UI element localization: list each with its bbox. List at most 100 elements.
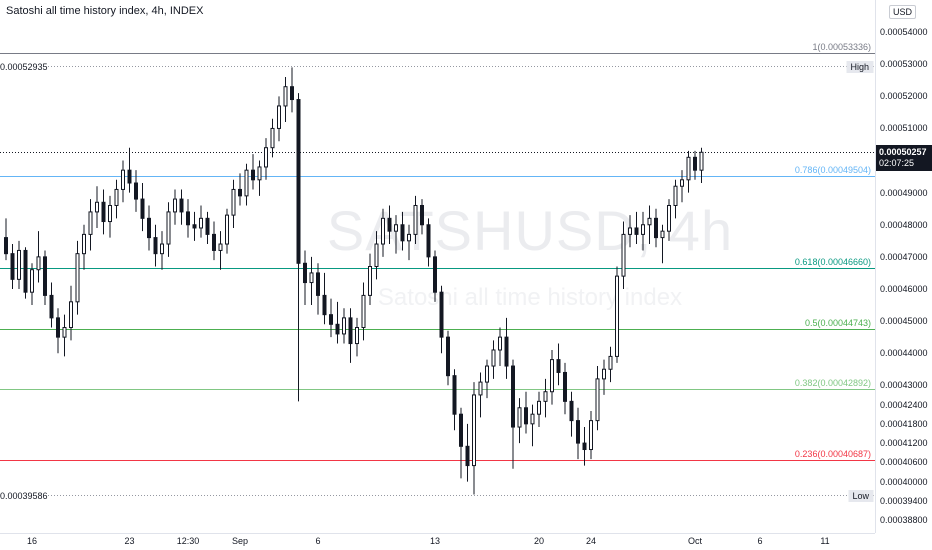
current-price-label: 0.00050257 02:07:25 xyxy=(876,144,932,171)
candle-body xyxy=(244,169,249,197)
candle-body xyxy=(199,217,203,229)
candle-body xyxy=(212,233,216,251)
candle-body xyxy=(446,336,450,377)
candle-body xyxy=(179,198,184,213)
candle-body xyxy=(329,314,333,325)
candle-body xyxy=(504,336,509,367)
price-tick-label: 0.00040000 xyxy=(880,476,928,487)
candle-body xyxy=(595,378,600,422)
candle-body xyxy=(459,413,463,447)
candle-body xyxy=(543,391,548,402)
candle-body xyxy=(140,198,145,219)
price-tick-label: 0.00053000 xyxy=(880,59,928,70)
candle-body xyxy=(634,227,639,235)
low-label: Low xyxy=(848,489,873,502)
candle-body xyxy=(472,394,476,467)
candle-body xyxy=(153,237,158,255)
price-axis-border xyxy=(875,0,876,533)
candle-body xyxy=(641,224,645,235)
fib-level-label: 0.236(0.00040687) xyxy=(794,448,871,459)
time-tick-label: Sep xyxy=(231,536,249,546)
candle-body xyxy=(30,269,34,293)
candle-body xyxy=(4,237,8,255)
currency-button[interactable]: USD xyxy=(889,5,917,19)
candle-body xyxy=(485,365,489,383)
price-tick-label: 0.00048000 xyxy=(880,219,928,230)
candle-body xyxy=(602,368,606,380)
time-tick-label: 6 xyxy=(315,536,321,546)
fib-level-label: 0.786(0.00049504) xyxy=(794,164,871,175)
price-tick-label: 0.00042400 xyxy=(880,399,928,410)
candle-body xyxy=(108,204,112,223)
chart-title: Satoshi all time history index, 4h, INDE… xyxy=(6,5,204,17)
price-tick-label: 0.00043000 xyxy=(880,380,928,391)
candle-body xyxy=(316,272,320,296)
candle-body xyxy=(667,204,671,232)
candle-body xyxy=(75,253,80,303)
candle-body xyxy=(582,442,587,451)
time-tick-label: 11 xyxy=(820,536,830,546)
candle-body xyxy=(647,217,652,226)
candle-body xyxy=(673,185,678,206)
candle-body xyxy=(699,151,704,171)
candle-body xyxy=(342,317,346,335)
time-tick-label: 13 xyxy=(429,536,441,546)
low-price-value: 0.00039586 xyxy=(0,490,48,501)
watermark-description: Satoshi all time history index xyxy=(377,284,683,311)
time-tick-label: 20 xyxy=(533,536,545,546)
candle-body xyxy=(387,217,392,232)
candle-body xyxy=(186,211,190,226)
candle-body xyxy=(17,249,21,280)
candle-body xyxy=(257,166,262,181)
candle-body xyxy=(433,256,437,293)
candle-body xyxy=(290,86,294,101)
candle-body xyxy=(693,156,697,171)
candle-body xyxy=(550,359,554,393)
time-tick-label: 24 xyxy=(585,536,597,546)
candle-body xyxy=(82,233,86,255)
candle-body xyxy=(361,294,366,329)
candle-body xyxy=(478,381,483,396)
candle-body xyxy=(192,224,197,229)
candle-body xyxy=(420,204,424,226)
candle-body xyxy=(270,127,275,149)
candle-body xyxy=(498,336,502,351)
candle-body xyxy=(621,233,626,277)
candle-body xyxy=(147,217,151,239)
price-tick-label: 0.00046000 xyxy=(880,283,928,294)
time-tick-label: 23 xyxy=(124,536,135,546)
candle-body xyxy=(36,256,41,271)
price-tick-label: 0.00039400 xyxy=(880,495,928,506)
candle-body xyxy=(524,407,528,425)
candle-body xyxy=(251,169,255,181)
candle-body xyxy=(49,294,54,319)
price-tick-label: 0.00052000 xyxy=(880,91,928,102)
candle-body xyxy=(465,445,470,467)
candle-body xyxy=(62,327,67,338)
candle-body xyxy=(413,204,418,235)
candle-body xyxy=(69,301,73,329)
candle-body xyxy=(355,327,359,345)
chart-plot-area[interactable] xyxy=(0,0,875,533)
high-label: High xyxy=(846,60,873,73)
fib-level-label: 1(0.00053336) xyxy=(812,41,871,52)
time-tick-label: 12:30 xyxy=(176,536,200,546)
candle-body xyxy=(576,420,580,444)
candle-body xyxy=(517,407,522,428)
candle-body xyxy=(114,188,119,206)
price-tick-label: 0.00041800 xyxy=(880,418,928,429)
candle-body xyxy=(407,233,411,242)
candle-body xyxy=(309,272,314,284)
candle-body xyxy=(335,323,340,335)
candle-body xyxy=(374,243,379,267)
candle-body xyxy=(283,86,288,107)
candle-body xyxy=(426,224,431,258)
high-price-value: 0.00052935 xyxy=(0,61,48,72)
candle-body xyxy=(166,211,171,245)
candle-body xyxy=(56,317,60,338)
candle-body xyxy=(589,420,593,451)
candle-body xyxy=(88,211,93,235)
candle-body xyxy=(569,400,574,422)
price-tick-label: 0.00040600 xyxy=(880,457,928,468)
